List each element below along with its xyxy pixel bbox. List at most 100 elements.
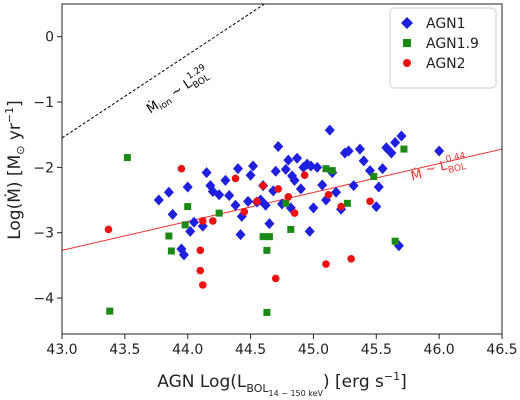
data-point-agn2 xyxy=(196,266,205,275)
data-point-agn1-9 xyxy=(287,225,295,233)
data-point-agn1-9 xyxy=(370,173,378,181)
data-point-agn2 xyxy=(300,171,309,180)
data-point-agn2 xyxy=(271,274,280,283)
data-point-agn2 xyxy=(196,246,205,255)
data-point-agn2 xyxy=(253,197,261,206)
legend-box xyxy=(389,7,497,89)
data-point-agn2 xyxy=(337,202,345,211)
data-point-agn2 xyxy=(209,217,217,225)
legend-marker-agn1-9 xyxy=(403,39,411,47)
data-point-agn1 xyxy=(354,143,365,155)
data-point-agn1-9 xyxy=(400,145,408,153)
data-point-agn1-9 xyxy=(263,308,271,316)
legend-marker-agn2 xyxy=(403,59,411,67)
x-tick-label: 44.0 xyxy=(172,342,203,358)
data-point-agn1 xyxy=(283,154,294,166)
data-point-agn1 xyxy=(292,152,303,164)
data-points xyxy=(104,124,445,316)
data-point-agn1 xyxy=(390,137,401,149)
data-point-agn2 xyxy=(274,185,283,193)
data-point-agn1 xyxy=(305,160,316,172)
data-point-agn1 xyxy=(230,199,241,211)
data-point-agn1 xyxy=(245,169,256,181)
data-point-agn2 xyxy=(199,217,207,225)
data-point-agn1 xyxy=(220,174,231,186)
data-point-agn1 xyxy=(153,194,164,206)
data-point-agn1 xyxy=(260,199,271,211)
y-tick-label: 0 xyxy=(45,30,54,46)
x-tick-label: 45.0 xyxy=(298,342,329,358)
legend: AGN1 AGN1.9 AGN2 xyxy=(389,7,497,89)
data-point-agn1 xyxy=(308,202,319,214)
data-point-agn1-9 xyxy=(263,246,271,254)
data-point-agn1 xyxy=(343,145,354,157)
x-tick-label: 44.5 xyxy=(235,342,266,358)
y-tick-label: −3 xyxy=(33,226,54,242)
legend-item-agn1-9: AGN1.9 xyxy=(403,36,479,52)
data-point-agn1-9 xyxy=(265,233,273,241)
x-tick-label: 45.5 xyxy=(361,342,392,358)
data-point-agn1 xyxy=(264,218,275,230)
data-point-agn1-9 xyxy=(123,154,131,162)
data-point-agn2 xyxy=(366,197,374,206)
y-axis-title: Log(Ṁ) [M⊙ yr−1] xyxy=(3,100,27,240)
ionized-outflow-relation-line xyxy=(62,4,266,139)
data-point-agn2 xyxy=(322,260,330,268)
data-point-agn1 xyxy=(371,201,382,213)
outflow-relation-label: Ṁ ∼ L0.44BOL xyxy=(408,151,469,184)
data-point-agn1 xyxy=(280,163,291,175)
data-point-agn2 xyxy=(104,225,113,234)
data-point-agn1 xyxy=(235,229,246,241)
axis-ticks: 43.0 43.5 44.0 44.5 45.0 45.5 46.0 46.5 0 −1 −2 −3 −… xyxy=(33,30,517,358)
legend-label-agn2: AGN2 xyxy=(426,56,466,72)
data-point-agn2 xyxy=(231,174,240,183)
data-point-agn1-9 xyxy=(391,237,399,245)
data-point-agn1 xyxy=(273,140,284,152)
data-point-agn1-9 xyxy=(106,307,114,315)
y-tick-label: −1 xyxy=(33,95,54,111)
plot-frame xyxy=(61,3,503,335)
data-point-agn1-9 xyxy=(343,199,351,207)
data-point-agn1 xyxy=(224,189,235,201)
data-point-agn1-9 xyxy=(165,232,173,240)
data-point-agn1 xyxy=(373,181,384,193)
data-point-agn1 xyxy=(331,186,342,198)
data-point-agn1-9 xyxy=(282,199,290,207)
data-point-agn1 xyxy=(243,195,254,207)
data-point-agn1 xyxy=(163,186,174,198)
data-point-agn1 xyxy=(248,160,259,172)
data-point-agn1 xyxy=(185,225,196,237)
data-point-agn1-9 xyxy=(184,203,192,211)
data-point-agn1-9 xyxy=(181,221,189,229)
x-tick-label: 46.5 xyxy=(486,342,517,358)
svg-text:Ṁ ∼ L0.44BOL: Ṁ ∼ L0.44BOL xyxy=(408,151,469,184)
data-point-agn2 xyxy=(324,191,333,199)
data-point-agn1 xyxy=(324,124,335,136)
data-point-agn1 xyxy=(312,161,323,173)
data-point-agn1 xyxy=(201,167,212,179)
legend-label-agn1-9: AGN1.9 xyxy=(426,36,479,52)
data-point-agn2 xyxy=(284,192,293,201)
data-point-agn1-9 xyxy=(215,209,223,217)
data-point-agn1 xyxy=(289,174,300,186)
data-point-agn1-9 xyxy=(322,165,330,173)
data-point-agn1-9 xyxy=(167,247,175,255)
data-point-agn1-9 xyxy=(259,233,267,241)
y-tick-label: −2 xyxy=(33,160,54,176)
data-point-agn1 xyxy=(182,181,193,193)
data-point-agn1 xyxy=(434,145,445,157)
data-point-agn1 xyxy=(214,189,225,201)
data-point-agn1-9 xyxy=(328,167,336,175)
y-tick-label: −4 xyxy=(33,291,54,307)
data-point-agn1 xyxy=(358,155,369,167)
legend-marker-agn1 xyxy=(401,17,413,29)
data-point-agn1 xyxy=(348,180,359,192)
data-point-agn2 xyxy=(199,281,207,289)
data-point-agn2 xyxy=(177,164,186,173)
data-point-agn2 xyxy=(259,181,267,190)
data-point-agn2 xyxy=(347,255,355,263)
data-point-agn2 xyxy=(240,208,249,216)
data-point-agn1 xyxy=(304,225,315,237)
